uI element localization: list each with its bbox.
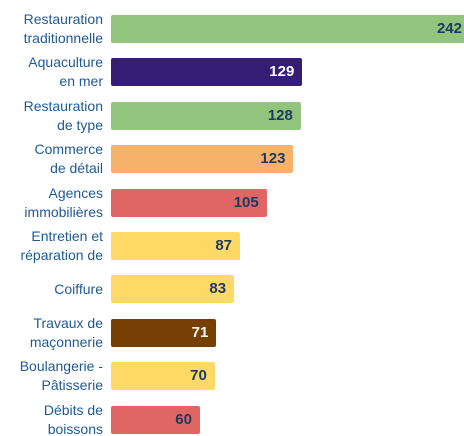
value-label: 83	[209, 280, 227, 298]
bar: 128	[111, 101, 301, 130]
category-label: Travaux de maçonnerie	[29, 314, 103, 350]
bar: 123	[111, 145, 294, 174]
value-label: 87	[215, 237, 233, 254]
bar: 105	[111, 188, 267, 217]
category-label: Débits de boissons	[43, 401, 103, 436]
bar: 83	[111, 275, 235, 304]
category-label: Restauration traditionnelle	[23, 11, 103, 46]
value-label: 123	[260, 150, 286, 168]
bar: 129	[111, 58, 303, 87]
value-label: 128	[267, 106, 293, 124]
bar: 71	[111, 318, 217, 347]
bar: 87	[111, 232, 241, 260]
bar: 70	[111, 362, 215, 391]
bar: 60	[111, 405, 200, 434]
category-label: Restauration de type	[23, 97, 103, 133]
category-label: Agences immobilières	[24, 184, 103, 220]
value-label: 70	[190, 367, 207, 385]
value-label: 71	[191, 323, 209, 341]
value-label: 129	[269, 63, 295, 81]
category-label: Commerce de détail	[34, 141, 103, 177]
category-label: Aquaculture en mer	[28, 54, 103, 90]
value-label: 242	[436, 20, 462, 37]
value-label: 105	[233, 193, 259, 211]
category-label: Coiffure	[54, 280, 103, 297]
category-label: Entretien et réparation de	[20, 228, 103, 263]
category-label: Boulangerie - Pâtisserie	[19, 358, 103, 394]
value-label: 60	[175, 410, 192, 428]
bar: 242	[111, 15, 464, 43]
